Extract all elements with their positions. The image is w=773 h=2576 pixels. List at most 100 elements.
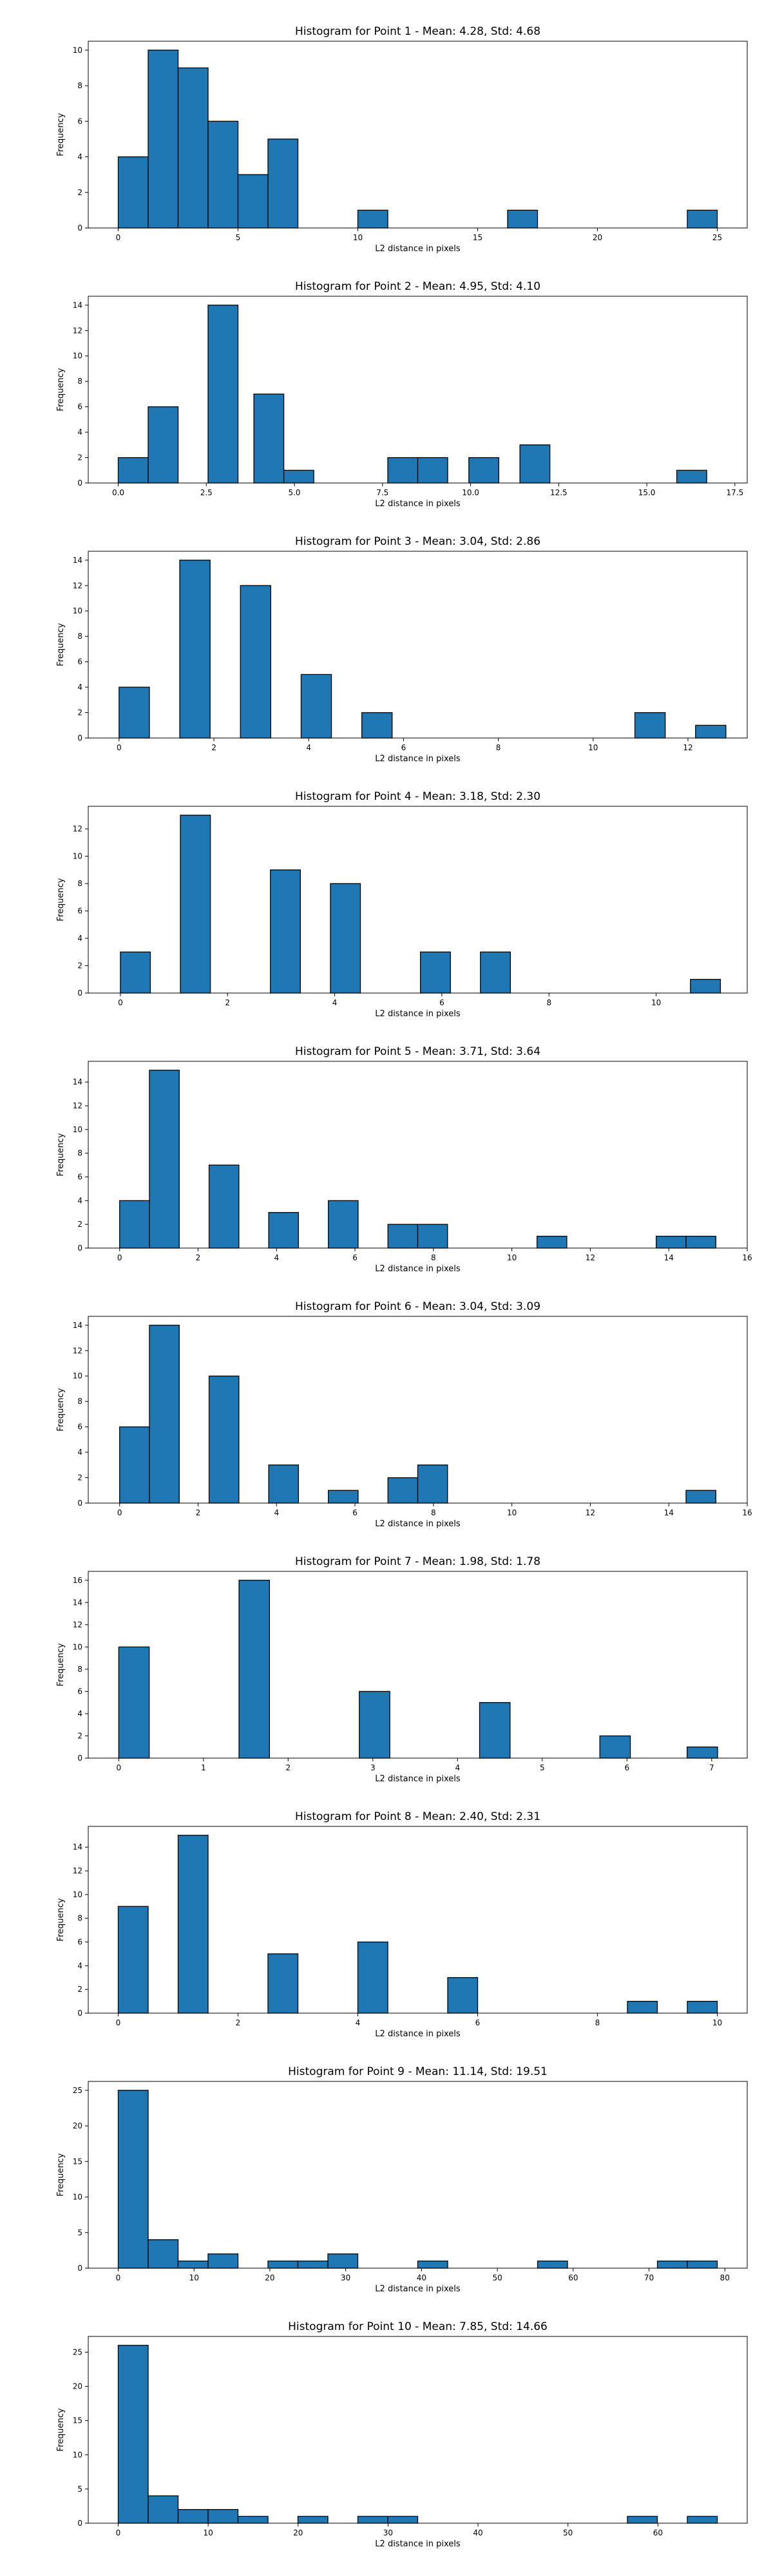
x-tick-label: 60: [653, 2528, 663, 2537]
x-tick-label: 16: [742, 1253, 752, 1262]
histogram-bar: [687, 2515, 718, 2524]
histogram-panel-9: Histogram for Point 9 - Mean: 11.14, Std…: [56, 2065, 748, 2294]
x-tick-label: 0: [117, 1253, 122, 1262]
x-tick-label: 2: [236, 2018, 241, 2027]
y-tick-label: 4: [77, 1448, 82, 1457]
y-axis-label: Frequency: [56, 878, 66, 921]
histogram-bar: [656, 2260, 688, 2269]
y-tick-label: 2: [77, 453, 82, 462]
histogram-bar: [599, 1735, 631, 1759]
x-tick-label: 0: [116, 2018, 121, 2027]
histogram-bar: [387, 457, 419, 484]
histogram-bar: [117, 457, 149, 484]
x-tick-label: 2: [225, 998, 230, 1007]
x-tick-label: 40: [473, 2528, 482, 2537]
x-tick-label: 4: [356, 2018, 361, 2027]
histogram-bar: [417, 457, 448, 484]
x-tick-label: 12.5: [550, 488, 568, 497]
histogram-bar: [327, 2253, 359, 2269]
y-tick-label: 10: [73, 2450, 82, 2459]
histogram-panel-7: Histogram for Point 7 - Mean: 1.98, Std:…: [56, 1555, 748, 1784]
x-tick-label: 50: [492, 2273, 502, 2282]
axes-frame: [88, 41, 748, 229]
histogram-bar: [690, 979, 721, 994]
y-axis-label: Frequency: [56, 1643, 66, 1686]
x-tick-label: 6: [624, 1763, 629, 1772]
x-tick-label: 30: [341, 2273, 350, 2282]
chart-title: Histogram for Point 6 - Mean: 3.04, Std:…: [295, 1300, 540, 1313]
histogram-panel-2: Histogram for Point 2 - Mean: 4.95, Std:…: [56, 280, 748, 509]
x-tick-label: 14: [664, 1253, 674, 1262]
y-tick-label: 12: [73, 1101, 82, 1110]
y-tick-label: 10: [73, 852, 82, 861]
histogram-bar: [685, 1235, 716, 1249]
x-tick-label: 10: [507, 1508, 517, 1517]
x-tick-label: 4: [332, 998, 338, 1007]
y-tick-label: 2: [77, 1731, 82, 1740]
y-tick-label: 6: [77, 1687, 82, 1696]
y-tick-label: 4: [77, 1961, 82, 1970]
histogram-bar: [120, 951, 151, 994]
x-tick-label: 17.5: [726, 488, 743, 497]
axes-frame: [88, 1571, 748, 1759]
y-tick-label: 4: [77, 428, 82, 437]
y-tick-label: 10: [73, 352, 82, 361]
histogram-bar: [627, 2515, 658, 2524]
axes-frame: [88, 296, 748, 484]
histogram-bar: [177, 2509, 209, 2524]
histogram-bar: [417, 1464, 448, 1504]
histogram-bar: [268, 1464, 300, 1504]
x-tick-label: 50: [563, 2528, 573, 2537]
histogram-bar: [149, 1325, 180, 1504]
y-tick-label: 14: [73, 1598, 82, 1607]
y-axis-label: Frequency: [56, 368, 66, 411]
histogram-bar: [117, 2090, 149, 2269]
chart-title: Histogram for Point 4 - Mean: 3.18, Std:…: [295, 790, 540, 803]
histogram-bar: [447, 1977, 479, 2014]
histogram-bar: [357, 209, 388, 229]
y-axis-label: Frequency: [56, 113, 66, 156]
histogram-bar: [359, 1690, 390, 1759]
histogram-panel-3: Histogram for Point 3 - Mean: 3.04, Std:…: [56, 535, 748, 764]
y-tick-label: 2: [77, 1985, 82, 1994]
histogram-bar: [148, 2495, 179, 2524]
y-tick-label: 6: [77, 1423, 82, 1432]
histogram-panel-1: Histogram for Point 1 - Mean: 4.28, Std:…: [56, 25, 748, 254]
y-tick-label: 14: [73, 1077, 82, 1086]
x-tick-label: 6: [352, 1508, 358, 1517]
y-axis-label: Frequency: [56, 1898, 66, 1941]
histogram-bar: [208, 1376, 240, 1504]
x-tick-label: 0: [117, 1763, 122, 1772]
histogram-bar: [695, 724, 727, 739]
histogram-bar: [179, 560, 211, 739]
histogram-bar: [417, 1224, 448, 1249]
histogram-bar: [686, 1747, 718, 1759]
x-tick-label: 0: [116, 233, 121, 242]
y-tick-label: 0: [77, 1499, 82, 1508]
chart-title: Histogram for Point 9 - Mean: 11.14, Std…: [288, 2065, 548, 2078]
y-tick-label: 0: [77, 223, 82, 232]
axes-frame: [88, 806, 748, 994]
y-tick-label: 12: [73, 326, 82, 335]
x-tick-label: 4: [274, 1508, 279, 1517]
x-tick-label: 14: [664, 1508, 674, 1517]
y-tick-label: 0: [77, 2264, 82, 2273]
x-axis-label: L2 distance in pixels: [375, 1519, 461, 1529]
y-tick-label: 0: [77, 1754, 82, 1763]
histogram-bar: [330, 883, 361, 994]
histogram-bar: [300, 674, 332, 739]
x-axis-label: L2 distance in pixels: [375, 2029, 461, 2039]
chart-title: Histogram for Point 7 - Mean: 1.98, Std:…: [295, 1555, 540, 1568]
chart-title: Histogram for Point 1 - Mean: 4.28, Std:…: [295, 25, 540, 38]
histogram-panel-5: Histogram for Point 5 - Mean: 3.71, Std:…: [56, 1045, 752, 1274]
histogram-panel-10: Histogram for Point 10 - Mean: 7.85, Std…: [56, 2320, 748, 2549]
x-tick-label: 10: [651, 998, 661, 1007]
histogram-bar: [387, 1224, 419, 1249]
y-tick-label: 6: [77, 658, 82, 667]
y-tick-label: 0: [77, 478, 82, 488]
x-tick-label: 20: [265, 2273, 274, 2282]
y-tick-label: 4: [77, 153, 82, 162]
x-tick-label: 0: [117, 1508, 122, 1517]
x-tick-label: 7: [709, 1763, 714, 1772]
